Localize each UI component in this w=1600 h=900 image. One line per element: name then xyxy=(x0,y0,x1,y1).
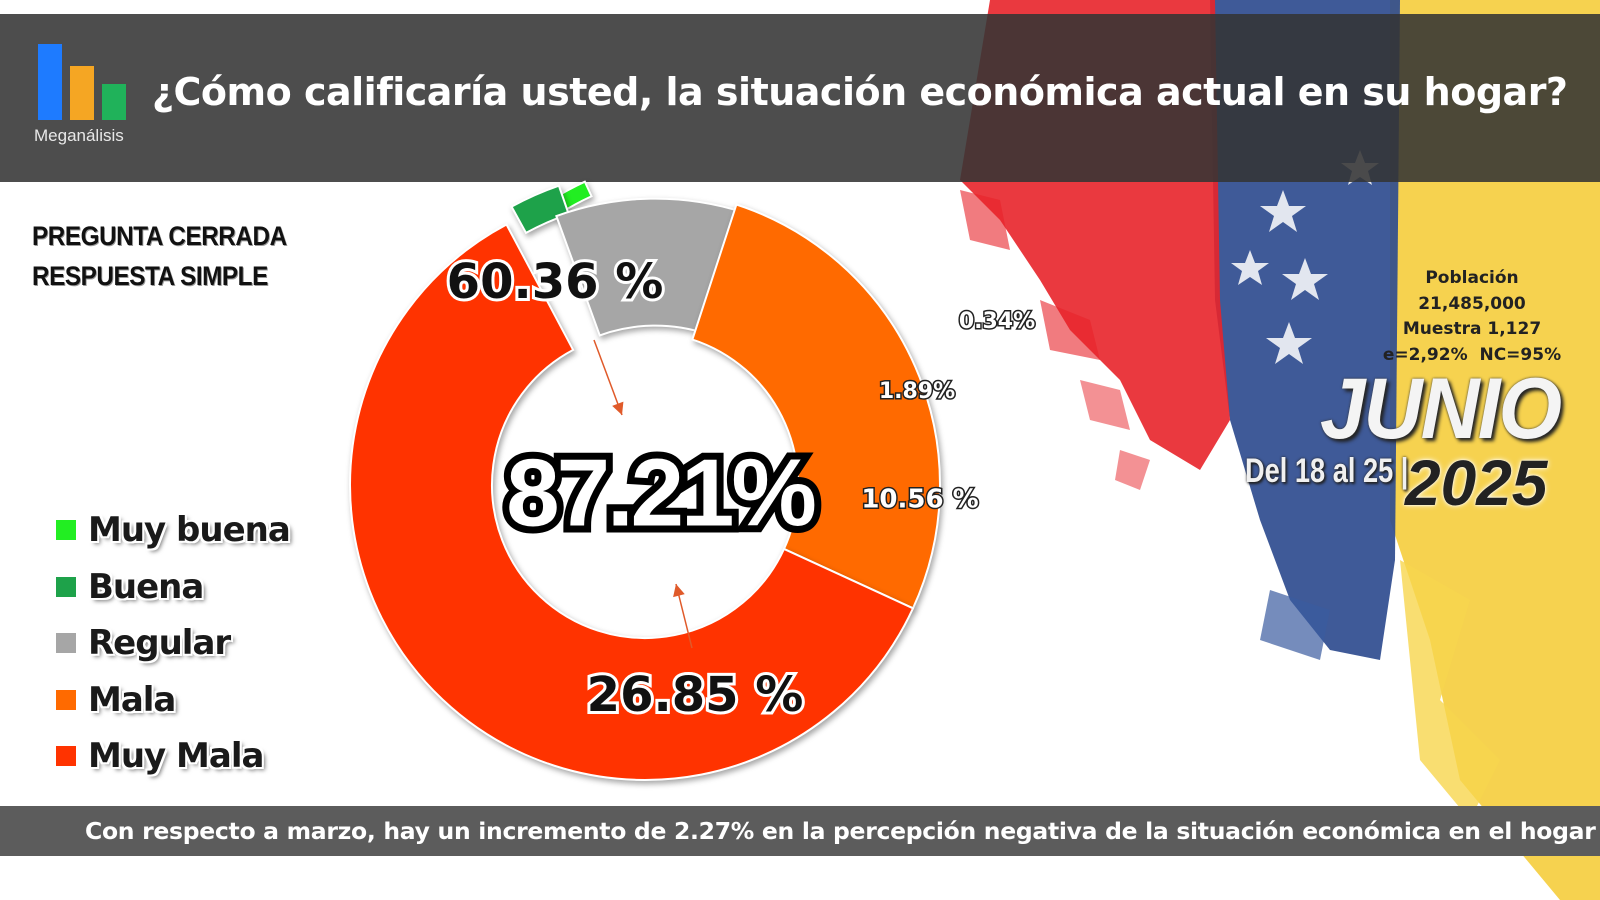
poblacion-label: Población xyxy=(1425,268,1519,288)
logo-text: Meganálisis xyxy=(34,126,124,145)
donut-slice-mala xyxy=(691,203,941,610)
question-type-line1: PREGUNTA CERRADA xyxy=(32,221,287,251)
data-label-buena: 1.89% xyxy=(879,379,955,404)
legend-label: Muy buena xyxy=(88,510,291,551)
legend-item-buena: Buena xyxy=(56,559,290,616)
donut-slice-muy-mala xyxy=(349,223,915,781)
month-label: JUNIO xyxy=(1320,361,1562,457)
question-type: PREGUNTA CERRADA RESPUESTA SIMPLE xyxy=(32,216,287,296)
footer-bar: Con respecto a marzo, hay un incremento … xyxy=(0,806,1600,856)
legend-swatch xyxy=(56,746,76,767)
data-label-muy-buena: 0.34% xyxy=(959,309,1035,334)
legend-swatch xyxy=(56,689,76,710)
arrow-from-muy-mala-line xyxy=(593,339,623,416)
data-label-mala: 26.85 % xyxy=(587,667,804,723)
error-text: e=2,92% NC=95% xyxy=(1382,344,1562,365)
legend-item-muy-buena: Muy buena xyxy=(56,502,291,559)
meganalisis-logo-icon xyxy=(38,44,126,120)
arrow-from-muy-mala-head xyxy=(612,401,624,415)
legend-swatch xyxy=(56,520,76,541)
legend-item-mala: Mala xyxy=(56,672,290,729)
legend-item-muy-mala: Muy Mala xyxy=(56,728,290,785)
legend-swatch xyxy=(56,633,76,654)
study-info: Población 21,485,000 Muestra 1,127 e=2,9… xyxy=(1372,266,1572,368)
legend-label: Regular xyxy=(88,623,231,664)
legend-label: Buena xyxy=(88,566,204,607)
muestra-text: Muestra 1,127 xyxy=(1402,319,1542,339)
legend-label: Muy Mala xyxy=(88,736,264,777)
legend-label: Mala xyxy=(88,679,176,720)
footer-text: Con respecto a marzo, hay un incremento … xyxy=(85,817,1596,845)
center-total-label: 87.21% xyxy=(506,439,814,546)
question-type-line2: RESPUESTA SIMPLE xyxy=(32,261,268,291)
poblacion-value: 21,485,000 xyxy=(1418,293,1526,314)
data-label-muy-mala: 60.36 % xyxy=(447,254,664,310)
legend-item-regular: Regular xyxy=(56,615,290,672)
chart-legend: Muy buena Buena Regular Mala Muy Mala xyxy=(56,502,291,785)
year-label: 2025 xyxy=(1405,447,1548,519)
data-label-regular: 10.56 % xyxy=(861,485,978,515)
header-bar xyxy=(0,14,1600,182)
page-title: ¿Cómo calificaría usted, la situación ec… xyxy=(152,70,1568,114)
dates-label: Del 18 al 25 | xyxy=(1245,452,1409,490)
arrow-from-mala-head xyxy=(673,584,685,598)
legend-swatch xyxy=(56,576,76,597)
